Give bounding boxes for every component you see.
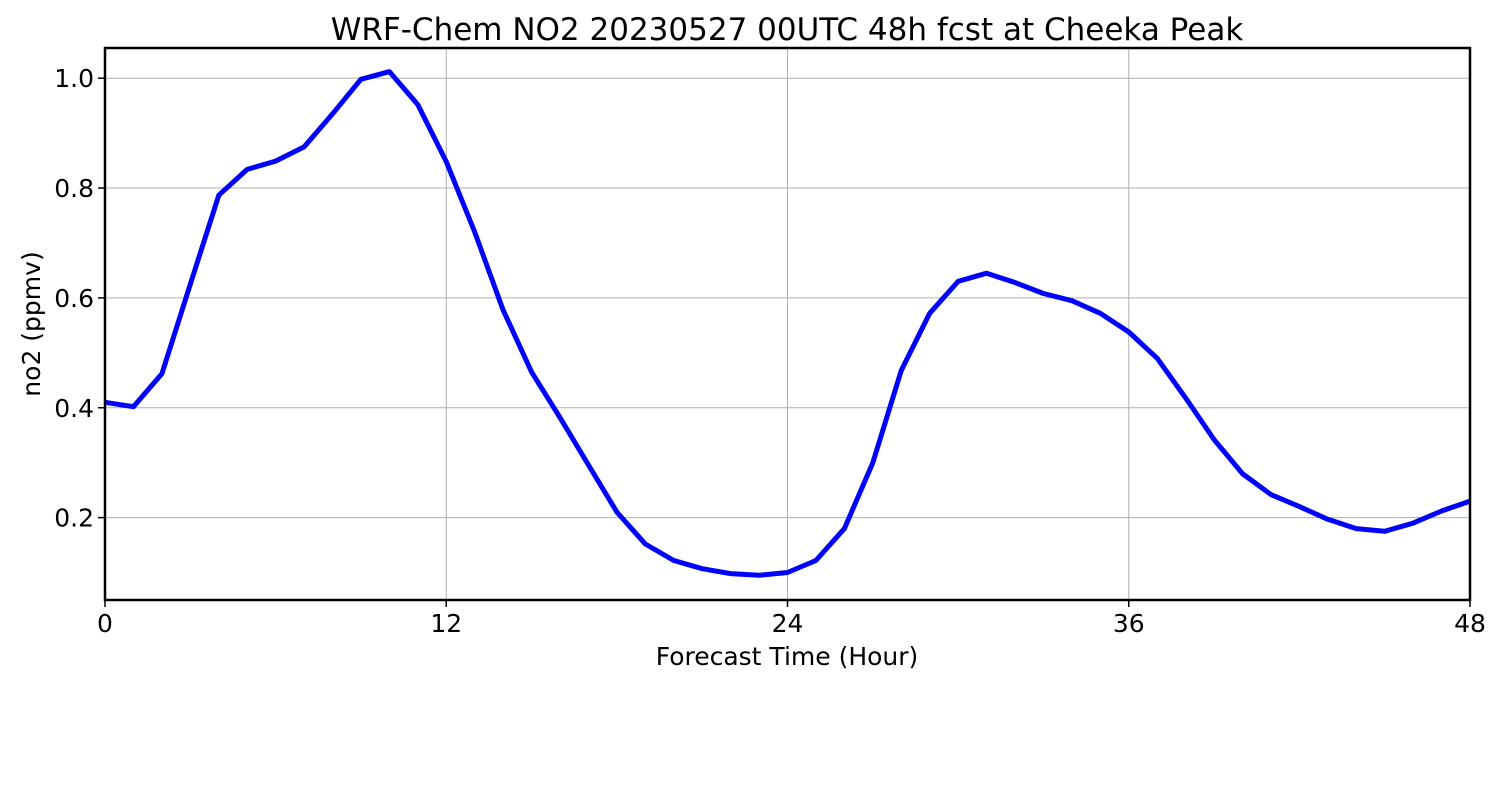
y-tick-label: 0.2 [54, 504, 94, 533]
grid [104, 48, 1471, 600]
y-tick-label: 0.6 [54, 284, 94, 313]
x-axis-label: Forecast Time (Hour) [656, 642, 919, 671]
x-tick-label: 0 [97, 609, 113, 638]
y-tick-label: 1.0 [54, 64, 94, 93]
ticks: 0 12 24 36 48 0.2 0.4 0.6 0.8 1.0 [54, 64, 1486, 638]
x-tick-label: 24 [772, 609, 804, 638]
x-tick-label: 48 [1454, 609, 1486, 638]
series-layer [104, 69, 1471, 578]
y-tick-label: 0.4 [54, 394, 94, 423]
no2-series-line [104, 69, 1471, 578]
y-axis-label: no2 (ppmv) [17, 251, 46, 396]
x-tick-label: 12 [430, 609, 462, 638]
y-tick-label: 0.8 [54, 174, 94, 203]
chart-title: WRF-Chem NO2 20230527 00UTC 48h fcst at … [331, 12, 1244, 48]
x-tick-label: 36 [1113, 609, 1145, 638]
